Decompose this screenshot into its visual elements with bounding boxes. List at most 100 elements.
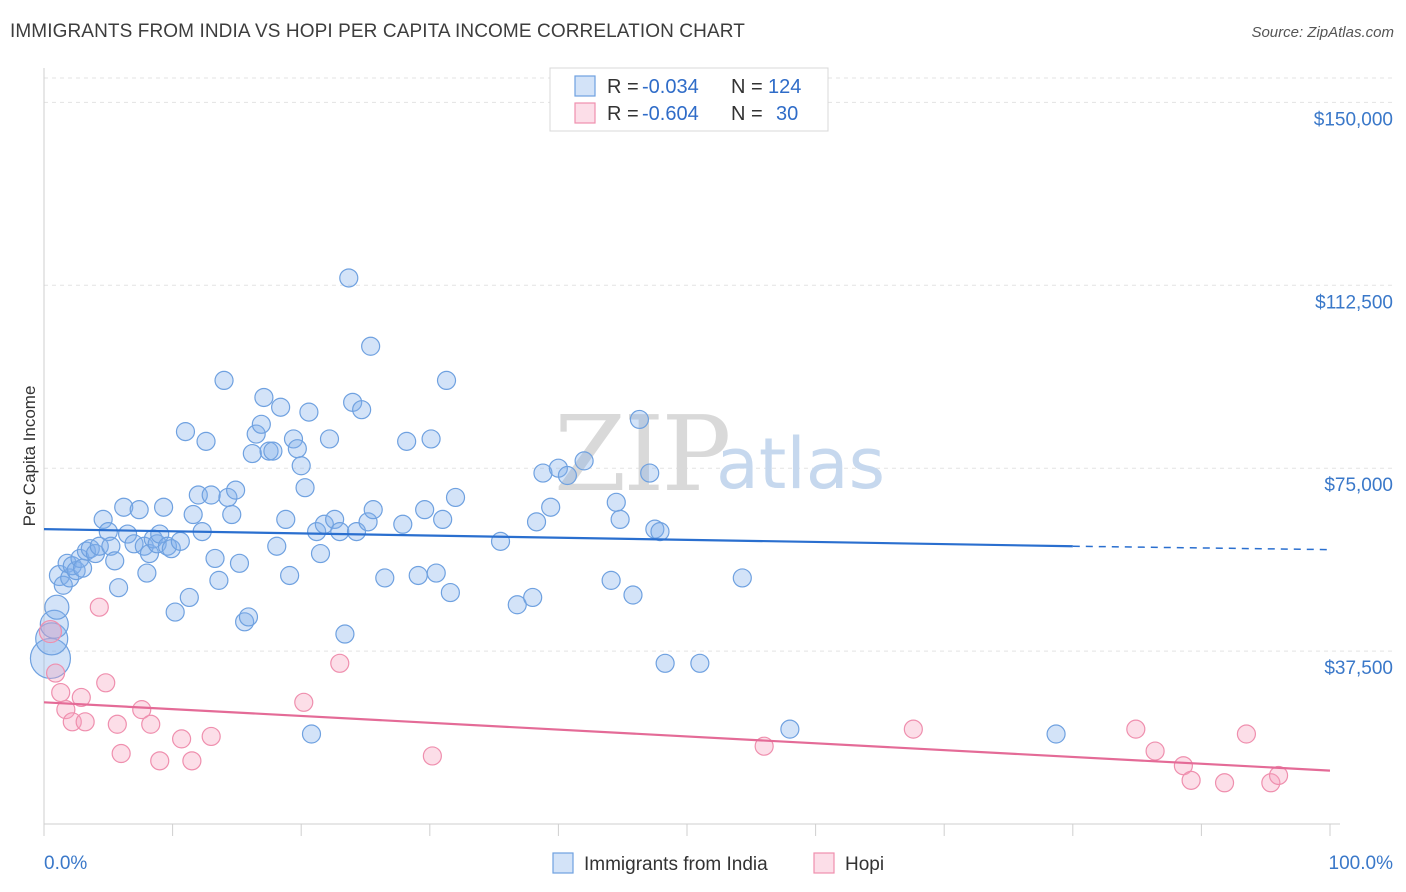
trend-line <box>43 528 1073 548</box>
data-point <box>361 336 381 356</box>
data-point <box>330 521 350 542</box>
axes <box>43 68 1340 825</box>
data-point <box>507 595 527 615</box>
data-point <box>433 509 453 530</box>
legend-r-label-1: R = <box>607 76 639 98</box>
y-tick-label: $150,000 <box>1314 109 1393 130</box>
data-point <box>541 497 561 517</box>
series-immigrants-from-india <box>29 268 1066 744</box>
data-point <box>1268 765 1289 786</box>
data-point <box>358 512 378 532</box>
x-tick-label-max: 100.0% <box>1329 853 1394 874</box>
data-point <box>375 568 395 588</box>
data-point <box>422 746 442 766</box>
data-point <box>1181 770 1201 790</box>
data-point <box>153 497 174 517</box>
y-axis-label: Per Capita Income <box>20 386 39 527</box>
data-point <box>301 724 322 744</box>
data-point <box>291 456 311 476</box>
data-point <box>72 558 93 578</box>
data-point <box>75 712 95 732</box>
bottom-legend-swatch-blue <box>552 852 574 874</box>
legend-r-value-1: -0.034 <box>642 76 699 98</box>
data-point <box>53 575 73 595</box>
data-point <box>132 700 152 720</box>
data-point <box>98 521 118 542</box>
x-tick-label-min: 0.0% <box>44 853 87 874</box>
data-point <box>557 465 578 486</box>
y-tick-label: $112,500 <box>1315 292 1393 313</box>
data-point <box>242 443 262 464</box>
data-point <box>56 700 76 720</box>
data-point <box>60 568 80 588</box>
data-point <box>96 673 116 693</box>
trend-lines <box>43 528 1331 772</box>
data-point <box>111 743 131 764</box>
data-point <box>89 597 109 617</box>
data-point <box>640 463 660 483</box>
legend-r-value-2: -0.604 <box>642 103 699 125</box>
data-point <box>421 429 441 449</box>
data-point <box>105 551 125 571</box>
legend-swatch-pink <box>574 102 596 124</box>
data-point <box>150 751 170 771</box>
data-point <box>251 414 271 434</box>
chart-source: Source: ZipAtlas.com <box>1251 24 1394 41</box>
legend-background <box>549 67 829 132</box>
data-point <box>139 543 160 564</box>
data-point <box>267 536 287 556</box>
data-point <box>263 441 283 461</box>
legend-swatch-blue <box>574 75 596 97</box>
data-point <box>35 622 69 656</box>
legend-n-label-2: N = <box>731 103 763 125</box>
data-point <box>108 578 129 598</box>
data-point <box>179 587 199 608</box>
legend-r-label-2: R = <box>607 103 639 125</box>
data-point <box>393 514 413 534</box>
legend-n-label-1: N = <box>731 76 763 98</box>
data-point <box>137 563 157 583</box>
data-point <box>606 492 626 512</box>
data-point <box>238 607 259 627</box>
data-point <box>440 582 460 603</box>
data-point <box>445 487 466 508</box>
x-tick-marks <box>43 824 1331 836</box>
data-point <box>205 548 225 569</box>
trend-line-extension <box>1072 545 1331 551</box>
data-point <box>903 719 923 739</box>
data-point <box>533 463 553 483</box>
data-point <box>226 480 246 500</box>
data-point <box>526 512 547 532</box>
data-point <box>222 504 242 525</box>
data-point <box>574 451 594 471</box>
data-point <box>780 719 800 739</box>
bottom-legend-label-blue: Immigrants from India <box>584 854 768 875</box>
data-point <box>299 402 319 422</box>
data-point <box>1126 719 1146 739</box>
data-point <box>294 692 314 712</box>
legend-n-value-1: 124 <box>768 76 801 98</box>
data-point <box>655 653 675 673</box>
data-point <box>93 509 113 530</box>
data-point <box>310 543 331 564</box>
data-point <box>229 553 250 573</box>
data-point <box>319 429 340 449</box>
data-point <box>335 624 355 644</box>
data-point <box>1145 741 1165 761</box>
data-point <box>1236 724 1257 744</box>
data-point <box>307 521 327 542</box>
data-point <box>107 714 127 734</box>
data-point <box>182 751 202 771</box>
data-point <box>141 714 161 734</box>
data-point <box>397 431 417 451</box>
data-point <box>523 587 543 608</box>
legend-n-value-2: 30 <box>776 103 798 125</box>
data-point <box>101 536 121 556</box>
watermark-zip: ZIP <box>554 393 728 515</box>
data-point <box>732 568 752 588</box>
data-point <box>175 422 196 442</box>
data-point <box>408 565 428 586</box>
data-point <box>150 524 170 544</box>
y-tick-label: $37,500 <box>1324 658 1393 679</box>
